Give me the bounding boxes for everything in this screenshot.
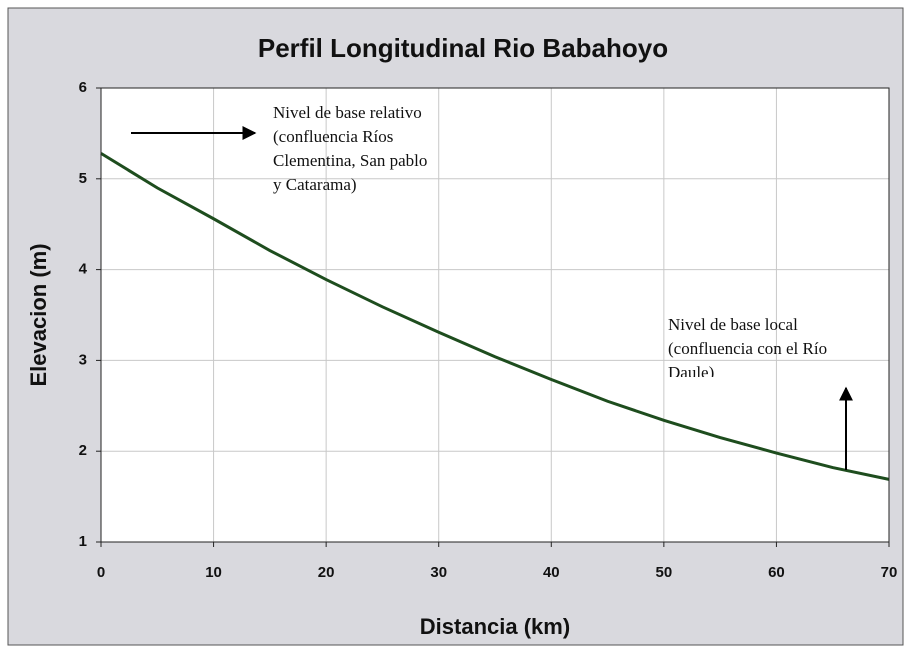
line-series bbox=[100, 152, 890, 481]
annotation-line: (confluencia Ríos bbox=[273, 127, 393, 146]
chart-title: Perfil Longitudinal Rio Babahoyo bbox=[258, 33, 668, 63]
y-axis-label: Elevacion (m) bbox=[26, 243, 51, 386]
annotation: Nivel de base local (confluencia con el R… bbox=[668, 315, 827, 382]
y-tick-label: 3 bbox=[79, 351, 87, 368]
x-tick-label: 0 bbox=[97, 564, 105, 581]
x-tick-label: 50 bbox=[656, 564, 673, 581]
y-tick-label: 2 bbox=[79, 442, 87, 459]
plot-border bbox=[100, 87, 890, 543]
annotation-line: y Catarama) bbox=[273, 175, 357, 194]
x-tick-label: 70 bbox=[881, 564, 898, 581]
y-tick-label: 4 bbox=[79, 261, 88, 278]
y-tick-label: 1 bbox=[79, 533, 87, 550]
annotation-line: Nivel de base relativo bbox=[273, 103, 422, 122]
annotation: Nivel de base relativo (confluencia Ríos C… bbox=[273, 103, 427, 194]
x-tick-label: 20 bbox=[318, 564, 335, 581]
annotation-line: Daule) bbox=[668, 363, 714, 382]
plot-area bbox=[101, 88, 889, 542]
lines bbox=[100, 152, 890, 481]
y-tick-label: 5 bbox=[79, 170, 87, 187]
x-tick-label: 30 bbox=[430, 564, 447, 581]
annotation-line: Nivel de base local bbox=[668, 315, 798, 334]
x-tick-label: 10 bbox=[205, 564, 222, 581]
annotation-line: (confluencia con el Río bbox=[668, 339, 827, 358]
x-tick-label: 40 bbox=[543, 564, 560, 581]
y-tick-label: 6 bbox=[79, 79, 87, 96]
x-tick-label: 60 bbox=[768, 564, 785, 581]
x-axis-label: Distancia (km) bbox=[420, 614, 570, 639]
annotation-line: Clementina, San pablo bbox=[273, 151, 427, 170]
